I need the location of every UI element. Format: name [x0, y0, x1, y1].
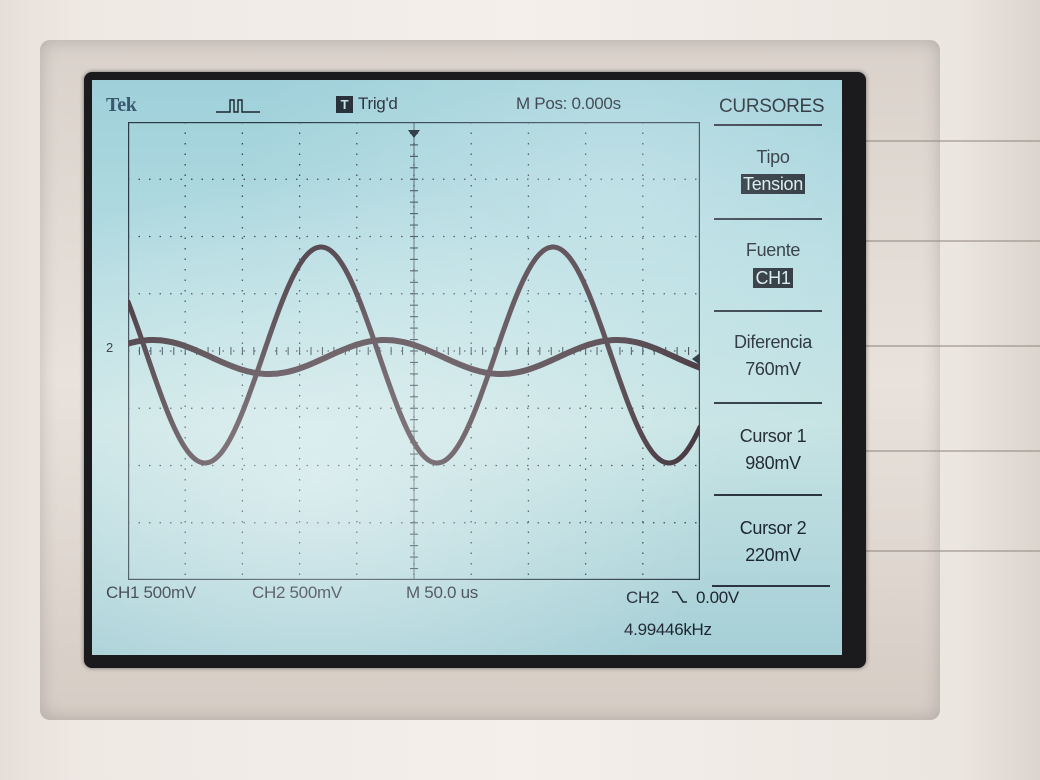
side-button-column: [866, 130, 1040, 710]
menu-title: CURSORES: [719, 96, 825, 117]
menu-item-tipo-value[interactable]: Tension: [741, 174, 805, 194]
status-separator: [712, 585, 830, 587]
main-position: M Pos: 0.000s: [516, 94, 621, 113]
menu-item-cursor1-label[interactable]: Cursor 1: [739, 426, 807, 446]
menu-item-fuente-label[interactable]: Fuente: [745, 240, 801, 260]
trigger-level: 0.00V: [696, 588, 739, 607]
trigger-source: CH2: [626, 588, 660, 607]
trigger-level-marker: [692, 353, 700, 365]
timebase: M 50.0 us: [406, 583, 478, 602]
trigger-status-label: Trig'd: [358, 94, 398, 113]
cursor-menu: CURSORES Tipo Tension Fuente CH1 Diferen…: [712, 94, 834, 584]
frequency-readout: 4.99446kHz: [624, 620, 712, 639]
trigger-position-marker: [408, 130, 420, 138]
falling-edge-icon: [672, 591, 687, 603]
ch2-ground-marker: 2: [106, 340, 113, 355]
ch1-waveform: [128, 244, 700, 466]
ch2-scale: CH2 500mV: [252, 583, 342, 602]
trigger-status: T Trig'd: [336, 94, 398, 114]
menu-item-fuente-value[interactable]: CH1: [753, 268, 793, 288]
waveform-graticule: [128, 122, 700, 580]
ch1-scale: CH1 500mV: [106, 583, 196, 602]
lcd-screen: Tek T Trig'd M Pos: 0.000s 2 CH1 500mV CH…: [92, 80, 842, 655]
menu-item-diferencia-value: 760mV: [745, 359, 801, 379]
menu-item-cursor2-label[interactable]: Cursor 2: [739, 518, 807, 538]
menu-item-tipo-label[interactable]: Tipo: [756, 147, 790, 167]
acquisition-icon: [216, 99, 260, 113]
menu-item-cursor2-value[interactable]: 220mV: [745, 545, 801, 565]
trigger-status-icon: T: [336, 96, 353, 114]
brand-logo: Tek: [106, 94, 137, 116]
menu-item-diferencia-label: Diferencia: [733, 332, 813, 352]
menu-item-cursor1-value[interactable]: 980mV: [745, 453, 801, 473]
